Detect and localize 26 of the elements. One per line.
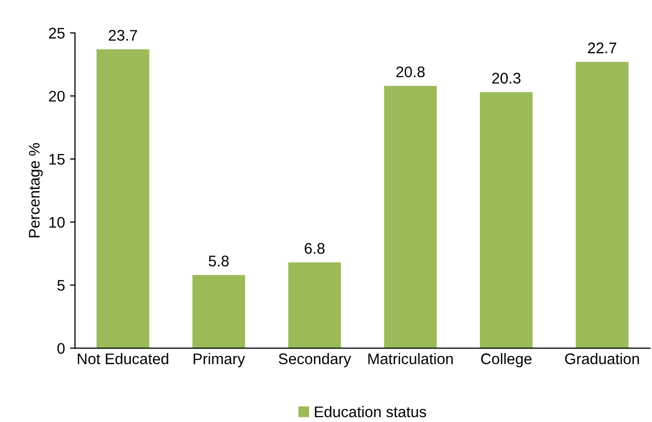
bar bbox=[384, 86, 437, 348]
bar bbox=[96, 49, 150, 348]
bar bbox=[288, 262, 341, 348]
data-label: 23.7 bbox=[108, 30, 138, 41]
bar bbox=[480, 92, 533, 348]
y-tick-label: 15 bbox=[49, 154, 65, 165]
bar bbox=[192, 275, 246, 348]
legend-label: Education status bbox=[314, 406, 426, 418]
data-label: 5.8 bbox=[208, 256, 229, 266]
data-label: 20.8 bbox=[396, 66, 425, 78]
y-tick-label: 25 bbox=[49, 28, 65, 39]
x-tick-label: Primary bbox=[194, 353, 246, 368]
x-tick-label: Graduation bbox=[565, 353, 639, 364]
data-label: 6.8 bbox=[304, 243, 325, 254]
y-tick-label: 20 bbox=[49, 90, 65, 102]
y-tick-label: 10 bbox=[49, 216, 65, 228]
bar bbox=[576, 62, 628, 348]
y-axis-title: Percentage % bbox=[28, 143, 43, 238]
data-label: 22.7 bbox=[588, 42, 616, 54]
x-tick-label: College bbox=[481, 353, 532, 368]
y-tick-label: 5 bbox=[57, 280, 65, 291]
x-tick-label: Not Educated bbox=[78, 353, 168, 364]
y-tick-label: 0 bbox=[57, 343, 65, 354]
data-label: 20.3 bbox=[492, 72, 520, 84]
x-tick-label: Matriculation bbox=[368, 353, 453, 364]
x-tick-label: Secondary bbox=[278, 353, 352, 368]
